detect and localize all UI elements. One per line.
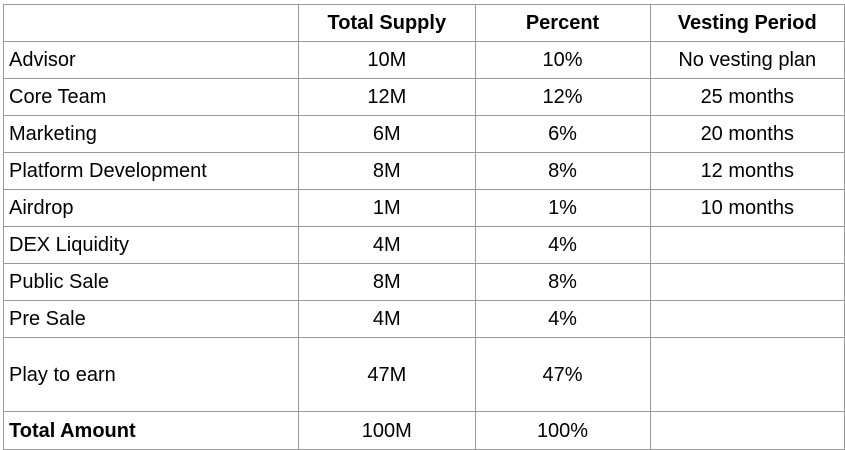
row-total-supply: 12M [298,78,476,116]
row-total-supply: 10M [298,41,476,79]
table-row: Pre Sale 4M 4% [2,300,845,338]
table-row: Public Sale 8M 8% [2,263,845,301]
row-percent: 8% [474,152,651,190]
header-percent: Percent [474,4,651,42]
row-percent: 4% [474,300,651,338]
row-vesting: 12 months [649,152,845,190]
table-row: Advisor 10M 10% No vesting plan [2,41,845,79]
row-vesting [649,226,845,264]
row-category: Pre Sale [2,300,300,338]
table-row: DEX Liquidity 4M 4% [2,226,845,264]
row-category: Platform Development [2,152,300,190]
row-category: Advisor [2,41,300,79]
row-category: Airdrop [2,189,300,227]
row-vesting [649,337,845,412]
total-vesting-value [649,411,845,450]
table-row: Airdrop 1M 1% 10 months [2,189,845,227]
table-row: Core Team 12M 12% 25 months [2,78,845,116]
row-category: Marketing [2,115,300,153]
row-total-supply: 4M [298,300,476,338]
row-total-supply: 8M [298,263,476,301]
row-total-supply: 8M [298,152,476,190]
table-row: Play to earn 47M 47% [2,337,845,412]
header-row: Total Supply Percent Vesting Period [2,4,845,42]
row-vesting: 20 months [649,115,845,153]
row-category: Public Sale [2,263,300,301]
row-percent: 10% [474,41,651,79]
row-percent: 8% [474,263,651,301]
total-label: Total Amount [2,411,300,450]
row-percent: 1% [474,189,651,227]
header-vesting-period: Vesting Period [649,4,845,42]
total-supply-value: 100M [298,411,476,450]
row-category: Play to earn [2,337,300,412]
table-row: Platform Development 8M 8% 12 months [2,152,845,190]
row-total-supply: 4M [298,226,476,264]
header-category [2,4,300,42]
row-category: DEX Liquidity [2,226,300,264]
row-vesting: 10 months [649,189,845,227]
row-category: Core Team [2,78,300,116]
row-percent: 12% [474,78,651,116]
row-vesting: 25 months [649,78,845,116]
row-percent: 6% [474,115,651,153]
row-percent: 47% [474,337,651,412]
row-total-supply: 6M [298,115,476,153]
row-vesting [649,300,845,338]
token-allocation-table: Total Supply Percent Vesting Period Advi… [2,4,845,450]
row-vesting [649,263,845,301]
header-total-supply: Total Supply [298,4,476,42]
row-vesting: No vesting plan [649,41,845,79]
total-percent-value: 100% [474,411,651,450]
row-percent: 4% [474,226,651,264]
row-total-supply: 47M [298,337,476,412]
table-row: Marketing 6M 6% 20 months [2,115,845,153]
row-total-supply: 1M [298,189,476,227]
total-row: Total Amount 100M 100% [2,411,845,450]
